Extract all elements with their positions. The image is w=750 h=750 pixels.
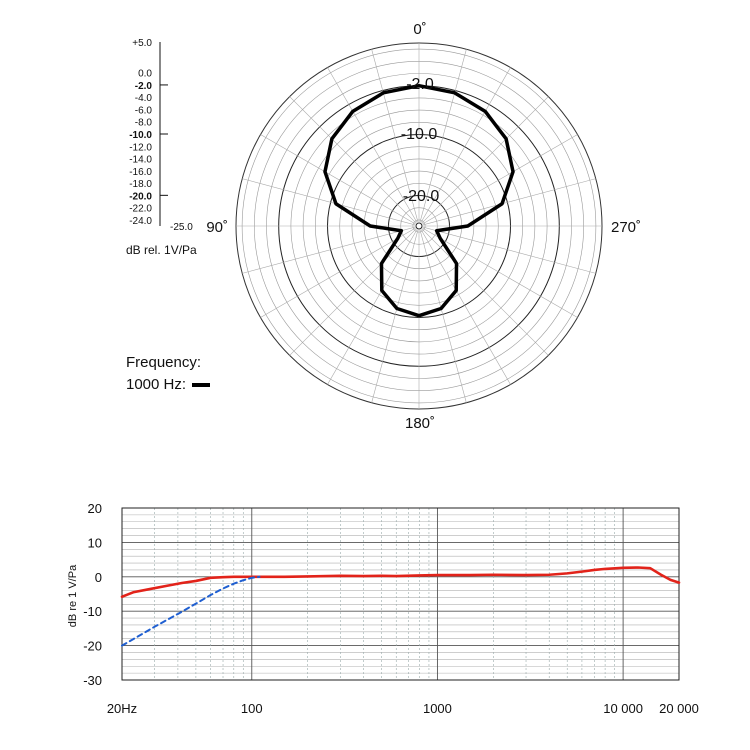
polar-scale-label: +5.0	[132, 38, 152, 49]
polar-scale-label: -20.0	[129, 191, 152, 202]
frequency-y-tick-label: 10	[88, 535, 102, 550]
angle-label-270: 270˚	[611, 219, 641, 236]
polar-unit-label: dB rel. 1V/Pa	[126, 243, 197, 257]
polar-pattern-curve	[323, 83, 515, 318]
frequency-series-layer	[120, 566, 681, 647]
low-cut-response-curve	[121, 575, 261, 647]
polar-scale-label: -6.0	[135, 105, 153, 116]
frequency-y-tick-label: 0	[95, 570, 102, 585]
polar-spoke	[419, 49, 467, 223]
polar-spoke	[422, 226, 596, 274]
legend-title: Frequency:	[126, 354, 202, 371]
polar-spoke	[242, 178, 416, 226]
polar-scale-label: -18.0	[129, 179, 152, 190]
frequency-y-tick-label: 20	[88, 501, 102, 516]
frequency-x-tick-label: 10 000	[603, 701, 643, 716]
frequency-x-tick-label: 20 000	[659, 701, 699, 716]
frequency-y-tick-label: -10	[83, 604, 102, 619]
angle-label-90: 90˚	[206, 219, 228, 236]
legend-entry-label: 1000 Hz:	[126, 376, 187, 393]
polar-pattern-chart: +5.00.0-2.0-4.0-6.0-8.0-10.0-12.0-14.0-1…	[126, 21, 641, 432]
polar-scale-label: -2.0	[135, 81, 153, 92]
polar-spoke	[327, 67, 418, 223]
frequency-x-tick-label: 1000	[423, 701, 452, 716]
polar-legend: Frequency: 1000 Hz:	[126, 352, 211, 396]
ring-label-minus20: -20.0	[403, 188, 440, 205]
polar-spoke	[422, 227, 578, 318]
polar-scale-label: -24.0	[129, 216, 152, 227]
ring-label-minus2: -2.0	[406, 76, 434, 93]
polar-spoke	[242, 226, 416, 274]
polar-spoke	[422, 134, 578, 225]
polar-scale-label: -4.0	[135, 93, 153, 104]
frequency-plot-frame	[121, 507, 680, 681]
polar-center-mark	[415, 222, 423, 230]
polar-spoke	[421, 228, 549, 356]
frequency-y-axis-label: dB re 1 V/Pa	[67, 564, 79, 627]
polar-spoke	[289, 228, 417, 356]
polar-scale-label: -16.0	[129, 167, 152, 178]
polar-grid	[235, 42, 603, 410]
polar-spoke	[289, 96, 417, 224]
polar-scale-label: -22.0	[129, 204, 152, 215]
ring-label-minus10: -10.0	[401, 126, 438, 143]
frequency-grid	[121, 507, 680, 681]
polar-spoke	[260, 227, 416, 318]
polar-spoke	[327, 229, 418, 385]
polar-spoke	[419, 229, 467, 403]
polar-spoke	[421, 96, 549, 224]
angle-label-180: 180˚	[405, 415, 435, 432]
polar-scale-label: 0.0	[138, 69, 152, 80]
legend-entry: 1000 Hz:	[126, 374, 211, 396]
frequency-y-tick-label: -30	[83, 673, 102, 688]
polar-scale-label: -25.0	[170, 222, 193, 233]
polar-spoke	[420, 229, 511, 385]
polar-spoke	[371, 49, 419, 223]
angle-label-0: 0˚	[413, 21, 426, 38]
frequency-y-tick-label: -20	[83, 639, 102, 654]
frequency-x-tick-label: 20Hz	[107, 701, 137, 716]
polar-spoke	[371, 229, 419, 403]
polar-spoke	[260, 134, 416, 225]
polar-spoke	[420, 67, 511, 223]
polar-scale-label: -12.0	[129, 142, 152, 153]
frequency-x-tick-label: 100	[241, 701, 263, 716]
polar-spoke	[422, 178, 596, 226]
polar-db-scale: +5.00.0-2.0-4.0-6.0-8.0-10.0-12.0-14.0-1…	[129, 38, 193, 233]
frequency-response-curve	[120, 566, 681, 599]
polar-curve-layer	[323, 83, 515, 318]
polar-scale-label: -14.0	[129, 155, 152, 166]
legend-swatch	[192, 383, 211, 387]
polar-scale-label: -10.0	[129, 130, 152, 141]
polar-scale-label: -8.0	[135, 118, 153, 129]
